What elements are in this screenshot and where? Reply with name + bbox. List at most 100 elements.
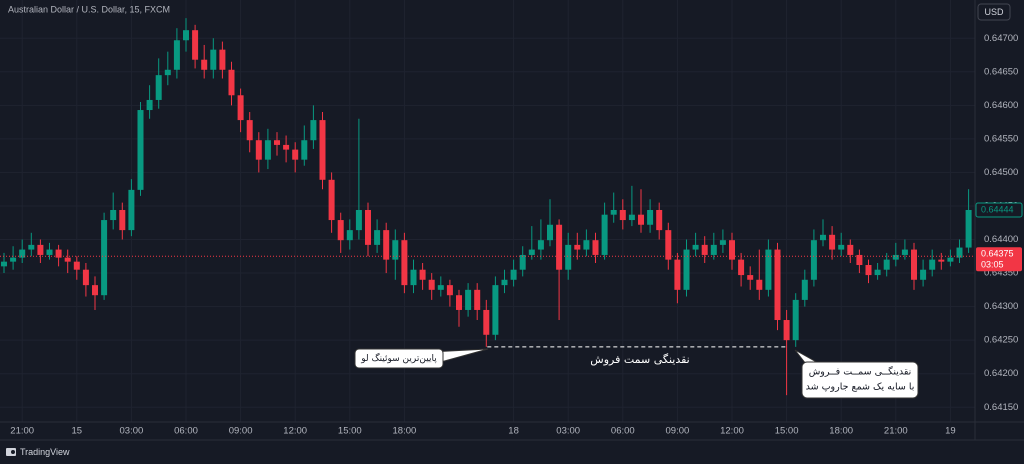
candle-body xyxy=(401,240,408,286)
x-tick-label: 18:00 xyxy=(393,426,417,437)
candle-body xyxy=(510,269,517,280)
candle-body xyxy=(911,249,917,280)
candle-body xyxy=(446,285,453,296)
candle-body xyxy=(947,257,954,262)
candle-body xyxy=(383,230,390,260)
branding[interactable]: TradingView xyxy=(20,447,70,457)
y-tick-label: 0.64350 xyxy=(984,268,1018,279)
candle-body xyxy=(783,320,790,341)
candle-body xyxy=(692,244,699,250)
candle-body xyxy=(674,259,681,290)
candle-body xyxy=(829,234,836,250)
candle-body xyxy=(283,144,290,150)
candle-body xyxy=(610,209,617,215)
candle-body xyxy=(601,214,608,255)
candle-body xyxy=(64,257,71,262)
candle-body xyxy=(73,261,80,270)
candle-body xyxy=(638,214,644,225)
candle-body xyxy=(337,220,344,241)
logo xyxy=(6,448,16,456)
candle-body xyxy=(355,209,362,231)
candle-body xyxy=(792,299,799,341)
candle-body xyxy=(656,209,663,231)
y-tick-label: 0.64150 xyxy=(984,402,1018,413)
candle-body xyxy=(756,279,763,290)
candle-body xyxy=(547,224,553,241)
x-tick-label: 12:00 xyxy=(283,426,307,437)
annotation: پایین‌ترین سوئینگ لو xyxy=(360,352,437,364)
candle-body xyxy=(528,249,535,255)
candle-body xyxy=(956,247,963,258)
candle-body xyxy=(274,140,280,145)
candle-body xyxy=(838,244,845,250)
candle-body xyxy=(719,240,726,245)
candle-body xyxy=(456,295,462,310)
candle-body xyxy=(920,269,927,280)
candle-body xyxy=(319,120,326,180)
y-tick-label: 0.64200 xyxy=(984,368,1018,379)
candle-body xyxy=(110,209,117,221)
y-tick-label: 0.64400 xyxy=(984,234,1018,245)
candle-body xyxy=(592,240,599,255)
y-tick-label: 0.64650 xyxy=(984,66,1018,77)
candle-body xyxy=(310,120,317,141)
candle-body xyxy=(437,285,444,290)
x-tick-label: 21:00 xyxy=(10,426,34,437)
x-tick-label: 03:00 xyxy=(120,426,144,437)
price-label: 0.64375 xyxy=(981,249,1014,259)
annotation: نقدینگی سمت فروش xyxy=(590,353,689,366)
candle-body xyxy=(119,209,126,231)
candle-body xyxy=(738,259,745,276)
candle-body xyxy=(37,244,44,255)
candle-body xyxy=(938,259,945,262)
candle-body xyxy=(537,240,544,250)
currency-button[interactable] xyxy=(977,3,1011,21)
y-tick-label: 0.64700 xyxy=(984,33,1018,44)
candle-body xyxy=(137,110,144,190)
price-marker-label: 0.64444 xyxy=(981,204,1014,214)
candle-body xyxy=(647,209,654,225)
candle-body xyxy=(92,285,98,296)
x-tick-label: 15:00 xyxy=(775,426,799,437)
y-tick-label: 0.64600 xyxy=(984,100,1018,111)
candle-body xyxy=(710,244,717,255)
candle-body xyxy=(483,309,490,335)
candle-body xyxy=(765,249,772,290)
candle-body xyxy=(428,279,435,290)
candle-body xyxy=(929,259,936,270)
candle-body xyxy=(146,99,153,111)
candle-body xyxy=(365,209,371,245)
candle-body xyxy=(774,249,781,321)
candle-body xyxy=(865,265,872,276)
candle-body xyxy=(46,249,53,255)
candle-body xyxy=(246,120,253,141)
candle-body xyxy=(392,240,399,260)
candle-body xyxy=(474,289,481,310)
x-tick-label: 12:00 xyxy=(720,426,744,437)
candle-body xyxy=(856,254,863,266)
candle-body xyxy=(619,209,626,221)
candle-body xyxy=(665,230,672,260)
currency-label[interactable]: USD xyxy=(984,7,1004,17)
candle-body xyxy=(10,257,17,262)
annotation: با سایه یک شمع جاروپ شد xyxy=(806,382,915,393)
candle-body xyxy=(82,269,89,286)
chart-title: Australian Dollar / U.S. Dollar, 15, FXC… xyxy=(8,4,170,14)
candle-body xyxy=(820,234,826,241)
candle-body xyxy=(892,254,899,260)
candle-body xyxy=(264,140,271,160)
candle-body xyxy=(465,289,472,310)
candle-body xyxy=(729,240,735,260)
candle-body xyxy=(847,244,854,255)
candle-body xyxy=(556,224,563,270)
candle-body xyxy=(583,240,590,250)
candle-body xyxy=(292,149,299,160)
candle-body xyxy=(901,249,908,255)
candle-body xyxy=(346,230,353,241)
countdown: 03:05 xyxy=(981,260,1004,270)
x-tick-label: 21:00 xyxy=(884,426,908,437)
x-tick-label: 15:00 xyxy=(338,426,362,437)
x-tick-label: 09:00 xyxy=(229,426,253,437)
